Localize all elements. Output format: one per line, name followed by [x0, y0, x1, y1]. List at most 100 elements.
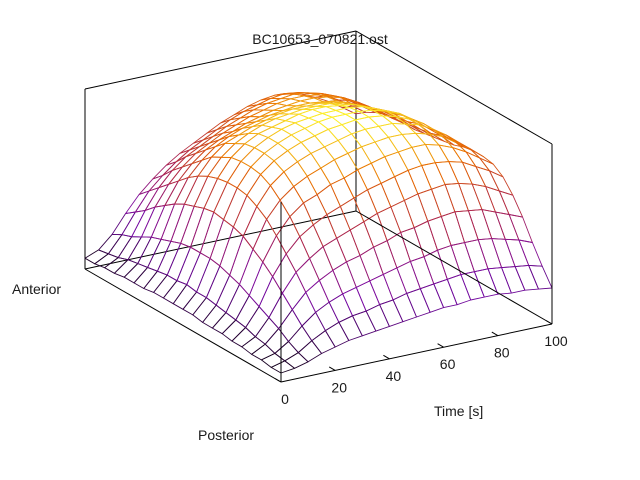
surface-cell	[158, 166, 183, 189]
surface-cell	[287, 141, 312, 163]
x-axis-tick-60	[437, 343, 444, 348]
surface-cell	[481, 209, 506, 240]
surface-cell	[465, 151, 490, 172]
surface-cell	[283, 161, 308, 187]
x-axis-label: Time [s]	[434, 403, 483, 419]
x-axis-tick-0	[274, 378, 282, 383]
surface-cell	[400, 227, 425, 262]
surface-cell	[133, 266, 158, 289]
surface-cell	[297, 340, 323, 363]
surface-cell	[289, 202, 314, 238]
surface-cell	[364, 125, 389, 143]
surface-cell	[321, 109, 347, 118]
surface-cell	[310, 146, 335, 169]
x-tick-label-40: 40	[386, 368, 402, 384]
x-tick-label-20: 20	[331, 379, 347, 395]
plot-box-back-edges	[84, 30, 357, 270]
surface-cell	[269, 171, 295, 201]
x-tick-label-80: 80	[494, 345, 510, 361]
surface-cell	[423, 249, 448, 285]
surface-cell	[262, 235, 287, 278]
surface-cell	[300, 135, 325, 154]
surface-cell	[284, 352, 309, 369]
surface-cell	[305, 279, 330, 313]
surface-cell	[252, 218, 277, 263]
surface-cell	[454, 210, 479, 244]
surface-cell	[409, 256, 435, 290]
surface-cell	[347, 146, 372, 171]
surface-cell	[304, 121, 329, 137]
surface-cell	[301, 311, 326, 342]
surface-cell	[291, 291, 317, 327]
surface-cell	[314, 128, 339, 148]
x-tick-label-60: 60	[440, 356, 456, 372]
surface-cell	[293, 175, 318, 204]
surface-cell	[308, 112, 333, 123]
x-axis-tick-20	[328, 366, 336, 371]
surface-cell	[138, 175, 164, 195]
surface-mesh	[84, 92, 553, 374]
surface-cell	[187, 156, 213, 179]
surface-cell	[303, 194, 328, 226]
surface-cell	[274, 341, 299, 362]
box-edge-right-top	[355, 30, 553, 145]
surface-cell	[209, 219, 234, 267]
plot-box-front-edges	[84, 30, 553, 383]
box-edge-front-bottom	[280, 323, 553, 383]
surface-cell	[458, 182, 483, 212]
surface-cell	[241, 336, 266, 355]
surface-cell	[267, 128, 292, 144]
surface-cell	[427, 215, 452, 251]
surface-cell	[199, 211, 225, 259]
surface-cell	[258, 276, 283, 319]
surface-cell	[181, 149, 206, 168]
surface-cell	[431, 184, 456, 217]
surface-cell	[433, 278, 458, 309]
surface-cell	[298, 109, 323, 119]
surface-cell	[444, 182, 469, 213]
surface-cell	[309, 246, 334, 281]
x-tick-label-0: 0	[281, 391, 289, 407]
surface-cell	[217, 157, 242, 183]
surface-cell	[501, 266, 526, 294]
surface-cell	[254, 317, 280, 345]
surface-cell	[324, 139, 349, 161]
surface-cell	[229, 235, 254, 285]
surface-cell	[239, 248, 264, 296]
surface-cell	[148, 169, 173, 192]
chart-title: BC10653_070821.ost	[252, 31, 388, 47]
surface-cell	[446, 274, 472, 306]
surface-cell	[495, 211, 520, 241]
surface-cell	[251, 343, 276, 361]
surface-cell	[330, 177, 355, 207]
surface-cell	[396, 260, 421, 294]
surface-cell	[270, 360, 296, 374]
y-axis-back-label: Anterior	[12, 281, 61, 297]
surface-cell	[231, 327, 256, 348]
surface-cell	[285, 236, 311, 273]
surface-cell	[391, 122, 417, 135]
surface-cell	[279, 186, 304, 218]
surface-cell	[281, 271, 307, 311]
surface-cell	[477, 238, 503, 270]
surface-cell	[263, 142, 289, 162]
surface-cell	[333, 152, 359, 179]
surface-cell	[318, 116, 343, 130]
surface-cell	[162, 280, 188, 305]
surface-cell	[260, 160, 285, 186]
surface-cell	[491, 238, 516, 269]
surface-cell	[438, 144, 463, 163]
surface-cell	[361, 141, 386, 164]
surface-cell	[290, 127, 316, 143]
surface-cell	[485, 186, 510, 215]
surface-cell	[467, 209, 493, 241]
surface-cell	[450, 242, 475, 276]
surface-cell	[162, 156, 187, 176]
surface-cell	[186, 252, 211, 293]
surface-cell	[341, 119, 366, 135]
surface-cell	[528, 264, 553, 290]
box-edge-right-bottom	[355, 210, 553, 325]
surface-cell	[288, 325, 313, 354]
